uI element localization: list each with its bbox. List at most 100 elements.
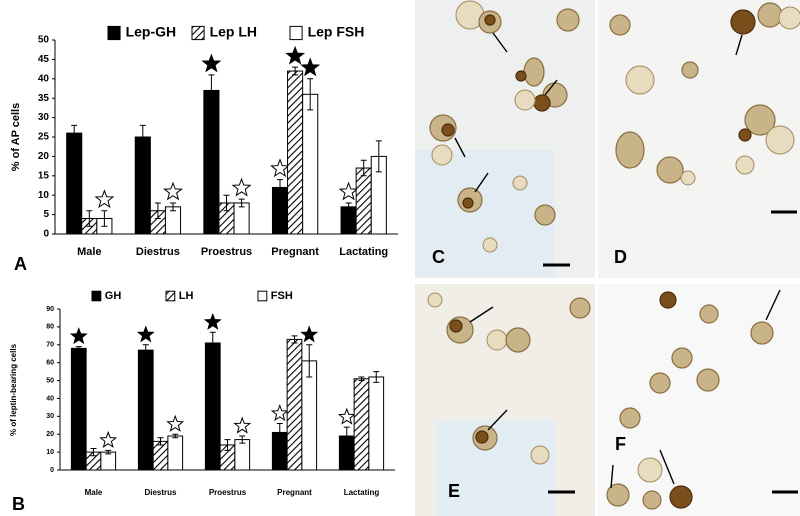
y-tick-label: 20 bbox=[46, 431, 54, 438]
y-tick-label: 30 bbox=[46, 413, 54, 420]
bar bbox=[233, 202, 250, 235]
y-tick-label: 70 bbox=[46, 342, 54, 349]
legend-label: GH bbox=[105, 290, 122, 302]
significance-star bbox=[270, 404, 289, 422]
micrograph-f: F bbox=[598, 284, 800, 516]
x-tick-label: Proestrus bbox=[201, 246, 252, 258]
micrograph-c: C bbox=[415, 0, 595, 278]
x-tick-label: Lactating bbox=[344, 488, 380, 497]
x-tick-label: Proestrus bbox=[209, 488, 247, 497]
significance-star bbox=[69, 327, 88, 345]
error-bar bbox=[223, 194, 230, 212]
error-bar bbox=[101, 210, 108, 227]
significance-star bbox=[337, 407, 356, 425]
x-tick-label: Pregnant bbox=[271, 246, 319, 258]
y-tick-label: 10 bbox=[46, 449, 54, 456]
error-bar bbox=[105, 449, 112, 455]
significance-star bbox=[338, 181, 359, 201]
panel-label: B bbox=[12, 494, 25, 514]
bar bbox=[287, 70, 304, 235]
bar bbox=[70, 347, 87, 471]
y-tick-label: 0 bbox=[50, 467, 54, 474]
bar bbox=[368, 376, 385, 471]
error-bar bbox=[345, 202, 352, 212]
error-bar bbox=[373, 371, 380, 383]
y-axis-label: % of AP cells bbox=[10, 103, 22, 171]
bar bbox=[234, 439, 251, 471]
legend-swatch bbox=[165, 290, 176, 302]
error-bar bbox=[343, 426, 350, 446]
bar bbox=[152, 440, 169, 471]
legend-label: LH bbox=[179, 290, 194, 302]
y-tick-label: 45 bbox=[38, 54, 50, 65]
error-bar bbox=[238, 198, 245, 208]
legend-label: Lep FSH bbox=[308, 24, 365, 40]
x-tick-label: Diestrus bbox=[136, 246, 180, 258]
micrograph-e: E bbox=[415, 284, 595, 516]
significance-star bbox=[94, 189, 115, 209]
error-bar bbox=[71, 124, 78, 142]
error-bar bbox=[142, 344, 149, 357]
bar bbox=[353, 378, 370, 471]
panel-label: D bbox=[614, 247, 627, 267]
error-bar bbox=[75, 346, 82, 351]
error-bar bbox=[239, 435, 246, 444]
bar bbox=[286, 338, 303, 471]
y-tick-label: 20 bbox=[38, 151, 50, 162]
y-tick-label: 60 bbox=[46, 360, 54, 367]
legend-label: Lep LH bbox=[210, 24, 257, 40]
panel-label: E bbox=[448, 481, 460, 501]
y-tick-label: 25 bbox=[38, 132, 50, 143]
y-tick-label: 15 bbox=[38, 170, 50, 181]
significance-star bbox=[99, 430, 118, 448]
y-tick-label: 40 bbox=[46, 395, 54, 402]
error-bar bbox=[154, 202, 161, 219]
error-bar bbox=[86, 210, 93, 227]
y-tick-label: 80 bbox=[46, 324, 54, 331]
bar bbox=[100, 451, 117, 471]
error-bar bbox=[291, 335, 298, 344]
error-bar bbox=[375, 140, 382, 173]
bar bbox=[134, 136, 151, 235]
panel-label: F bbox=[615, 434, 626, 454]
y-tick-label: 5 bbox=[43, 209, 49, 220]
error-bar bbox=[360, 159, 367, 177]
y-tick-label: 50 bbox=[38, 35, 50, 46]
x-tick-label: Diestrus bbox=[144, 488, 177, 497]
significance-star bbox=[166, 414, 185, 432]
significance-star bbox=[300, 325, 319, 343]
y-tick-label: 35 bbox=[38, 93, 50, 104]
micrograph-d: D bbox=[598, 0, 800, 278]
error-bar bbox=[306, 344, 313, 378]
bar bbox=[203, 89, 220, 235]
bar bbox=[66, 132, 83, 235]
error-bar bbox=[172, 433, 179, 439]
legend-label: Lep-GH bbox=[126, 24, 177, 40]
significance-star bbox=[231, 177, 252, 197]
error-bar bbox=[139, 124, 146, 150]
error-bar bbox=[277, 179, 284, 196]
significance-star bbox=[201, 53, 222, 73]
bar bbox=[204, 342, 221, 471]
significance-star bbox=[136, 325, 155, 343]
x-tick-label: Lactating bbox=[339, 246, 388, 258]
x-tick-label: Pregnant bbox=[277, 488, 312, 497]
y-tick-label: 10 bbox=[38, 190, 50, 201]
error-bar bbox=[224, 439, 231, 451]
error-bar bbox=[307, 78, 314, 111]
legend-swatch bbox=[107, 25, 121, 41]
legend-swatch bbox=[91, 290, 102, 302]
error-bar bbox=[276, 422, 283, 442]
legend-swatch bbox=[257, 290, 268, 302]
error-bar bbox=[292, 66, 299, 76]
bar bbox=[137, 349, 154, 471]
x-tick-label: Male bbox=[85, 488, 103, 497]
y-tick-label: 90 bbox=[46, 306, 54, 313]
significance-star bbox=[285, 45, 306, 65]
legend-swatch bbox=[289, 25, 303, 41]
significance-star bbox=[203, 312, 222, 330]
legend-swatch bbox=[191, 25, 205, 41]
bar bbox=[167, 435, 184, 471]
legend-label: FSH bbox=[271, 290, 293, 302]
